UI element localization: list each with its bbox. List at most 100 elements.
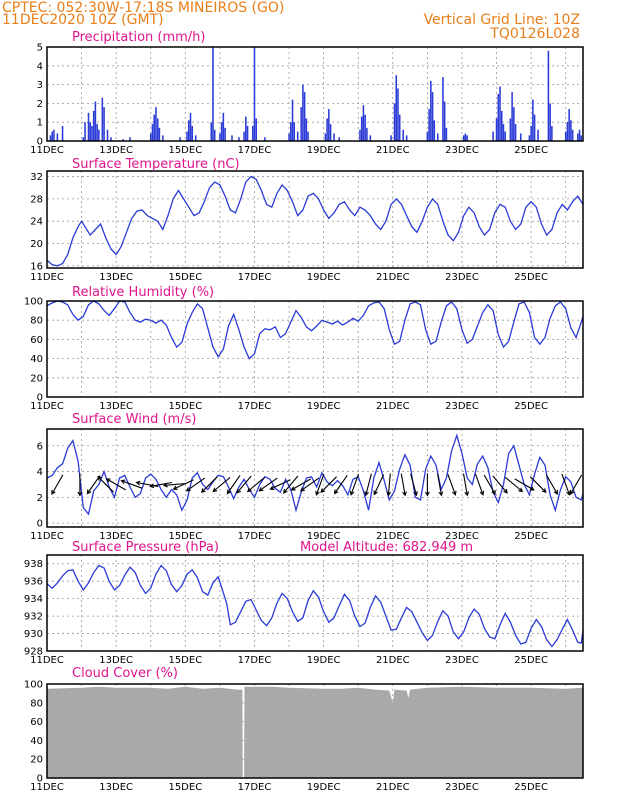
wind-vector-arrow: [492, 475, 508, 494]
x-tick-label: 11DEC: [30, 782, 64, 793]
panel-4: 0 2 4 6 11DEC 13DEC 15DEC 17DEC 19DEC 21DEC 23DEC 2…: [30, 412, 584, 542]
precip-bar: [464, 133, 467, 141]
x-tick-label: 11DEC: [30, 401, 64, 412]
precip-bar: [495, 118, 498, 141]
x-tick-label: 17DEC: [238, 145, 272, 156]
x-tick-label: 19DEC: [307, 655, 341, 666]
wind-vector-arrow: [320, 476, 337, 494]
x-tick-label: 19DEC: [307, 401, 341, 412]
y-tick-label: 60: [30, 717, 43, 728]
precip-bar: [255, 118, 257, 141]
wind-vector-arrow: [51, 474, 64, 496]
x-tick-label: 21DEC: [376, 655, 410, 666]
precip-bar: [578, 129, 581, 141]
y-tick-label: 16: [30, 261, 43, 272]
precip-bar: [96, 124, 98, 141]
precip-bar: [188, 120, 190, 141]
x-tick-label: 25DEC: [514, 782, 548, 793]
precip-bar: [305, 118, 308, 141]
x-tick-label: 23DEC: [445, 145, 479, 156]
wind-vector-arrow: [299, 477, 320, 492]
precip-bar: [92, 110, 95, 141]
x-tick-label: 19DEC: [307, 145, 341, 156]
x-tick-label: 19DEC: [307, 531, 341, 542]
precip-bar: [549, 103, 551, 141]
precip-bar: [189, 112, 192, 141]
header-date: 11DEC2020 10Z (GMT): [2, 12, 164, 28]
x-tick-label: 13DEC: [99, 531, 133, 542]
precip-bar: [519, 133, 522, 141]
precip-bar: [84, 122, 86, 141]
model-altitude-label: Model Altitude: 682.949 m: [300, 540, 473, 555]
y-tick-label: 1: [37, 118, 43, 129]
precip-bar: [219, 133, 221, 141]
precip-bar: [307, 131, 309, 141]
wind-vector-arrow: [447, 473, 457, 496]
precip-bar: [191, 125, 194, 141]
precip-bar: [224, 127, 226, 141]
precip-bar: [302, 84, 304, 141]
precip-bar: [94, 101, 97, 141]
precip-bar: [220, 122, 223, 141]
x-tick-label: 15DEC: [168, 272, 202, 283]
y-tick-label: 100: [24, 680, 43, 691]
wind-vector-arrow: [282, 475, 299, 494]
precip-bar: [328, 109, 330, 141]
precip-bar: [366, 127, 368, 141]
x-tick-label: 15DEC: [168, 145, 202, 156]
wind-vector-arrow: [200, 476, 218, 494]
panel-5: 928 930 932 934 936 938 11DEC 13DEC 15DEC 17DEC 19…: [24, 540, 584, 666]
series-line: [46, 175, 584, 267]
precip-bar: [497, 94, 500, 141]
y-tick-label: 936: [24, 577, 43, 588]
x-tick-label: 17DEC: [238, 272, 272, 283]
y-tick-label: 80: [30, 316, 43, 327]
series-line: [46, 300, 584, 360]
precip-bar: [533, 114, 536, 141]
x-tick-label: 15DEC: [168, 531, 202, 542]
precip-bar: [303, 92, 306, 141]
wind-vector-arrow: [483, 474, 496, 496]
precip-bar: [291, 99, 294, 141]
panel-2: 16 20 24 28 32 11DEC 13DEC 15DEC 17DEC 19DEC 21DEC…: [30, 157, 584, 283]
x-tick-label: 17DEC: [238, 531, 272, 542]
precip-bar: [324, 133, 327, 141]
precip-bar: [499, 86, 501, 141]
wind-vector-arrow: [410, 473, 418, 497]
meteogram-panels: 0 1 2 3 4 5 11DEC 13DEC 15DEC 17DEC 19DEC 21DEC 23DE…: [24, 30, 584, 793]
precip-bar: [568, 109, 570, 141]
precip-bar: [445, 127, 448, 141]
x-tick-label: 23DEC: [445, 401, 479, 412]
wind-vector-arrow: [226, 475, 241, 495]
x-tick-label: 19DEC: [307, 782, 341, 793]
wind-vector-arrow: [86, 475, 101, 495]
precip-bar: [91, 125, 93, 141]
y-tick-label: 932: [24, 612, 43, 623]
wind-vector-arrow: [505, 476, 524, 493]
x-tick-label: 21DEC: [376, 401, 410, 412]
precip-bar: [153, 114, 155, 141]
panel-title: Precipitation (mm/h): [72, 30, 205, 45]
wind-vector-arrow: [290, 478, 311, 491]
precip-bar: [149, 133, 152, 141]
precip-bar: [390, 135, 392, 141]
wind-vector-arrow: [258, 477, 278, 492]
precip-bar: [290, 122, 292, 141]
wind-vector-arrow: [172, 479, 194, 490]
precip-bar: [580, 135, 583, 141]
panel-frame: [46, 428, 584, 528]
panel-frame: [46, 683, 584, 779]
precip-bar: [511, 92, 513, 141]
precip-bar: [179, 137, 181, 141]
wind-vector-arrow: [315, 473, 325, 496]
wind-vector-arrow: [364, 473, 372, 497]
series-line: [46, 433, 584, 516]
panel-title: Surface Temperature (nC): [72, 157, 240, 172]
y-tick-label: 0: [37, 519, 43, 530]
precip-bar: [231, 135, 233, 141]
wind-vector-arrow: [120, 479, 143, 489]
precip-bar: [326, 118, 328, 141]
x-tick-label: 23DEC: [445, 272, 479, 283]
x-tick-label: 25DEC: [514, 655, 548, 666]
